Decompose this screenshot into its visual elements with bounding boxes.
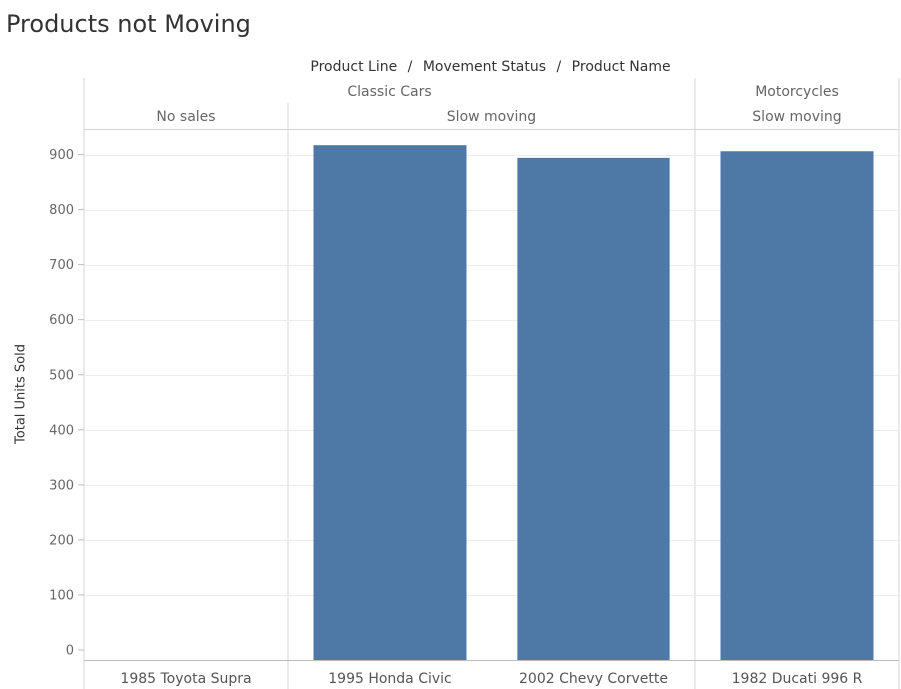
y-tick-label: 0 [66, 644, 74, 659]
y-tick-label: 300 [49, 478, 74, 493]
x-tick-label: 1982 Ducati 996 R [732, 671, 863, 687]
y-tick-label: 500 [49, 368, 74, 383]
bar [721, 151, 874, 660]
y-tick-label: 400 [49, 423, 74, 438]
x-tick-label: 2002 Chevy Corvette [519, 671, 668, 687]
y-tick-label: 200 [49, 533, 74, 548]
y-tick-label: 600 [49, 313, 74, 328]
bar [314, 145, 467, 660]
bar [517, 158, 669, 660]
x-tick-label: 1995 Honda Civic [328, 671, 452, 687]
y-tick-label: 100 [49, 588, 74, 603]
y-tick-label: 800 [49, 203, 74, 218]
y-tick-label: 700 [49, 258, 74, 273]
y-axis-ticks: 0 100 200 300 400 500 600 700 800 900 [49, 148, 84, 658]
y-tick-label: 900 [49, 148, 74, 163]
x-axis-ticks: 1985 Toyota Supra 1995 Honda Civic 2002 Ch… [120, 671, 862, 687]
bars [314, 145, 874, 660]
x-tick-label: 1985 Toyota Supra [120, 671, 251, 687]
